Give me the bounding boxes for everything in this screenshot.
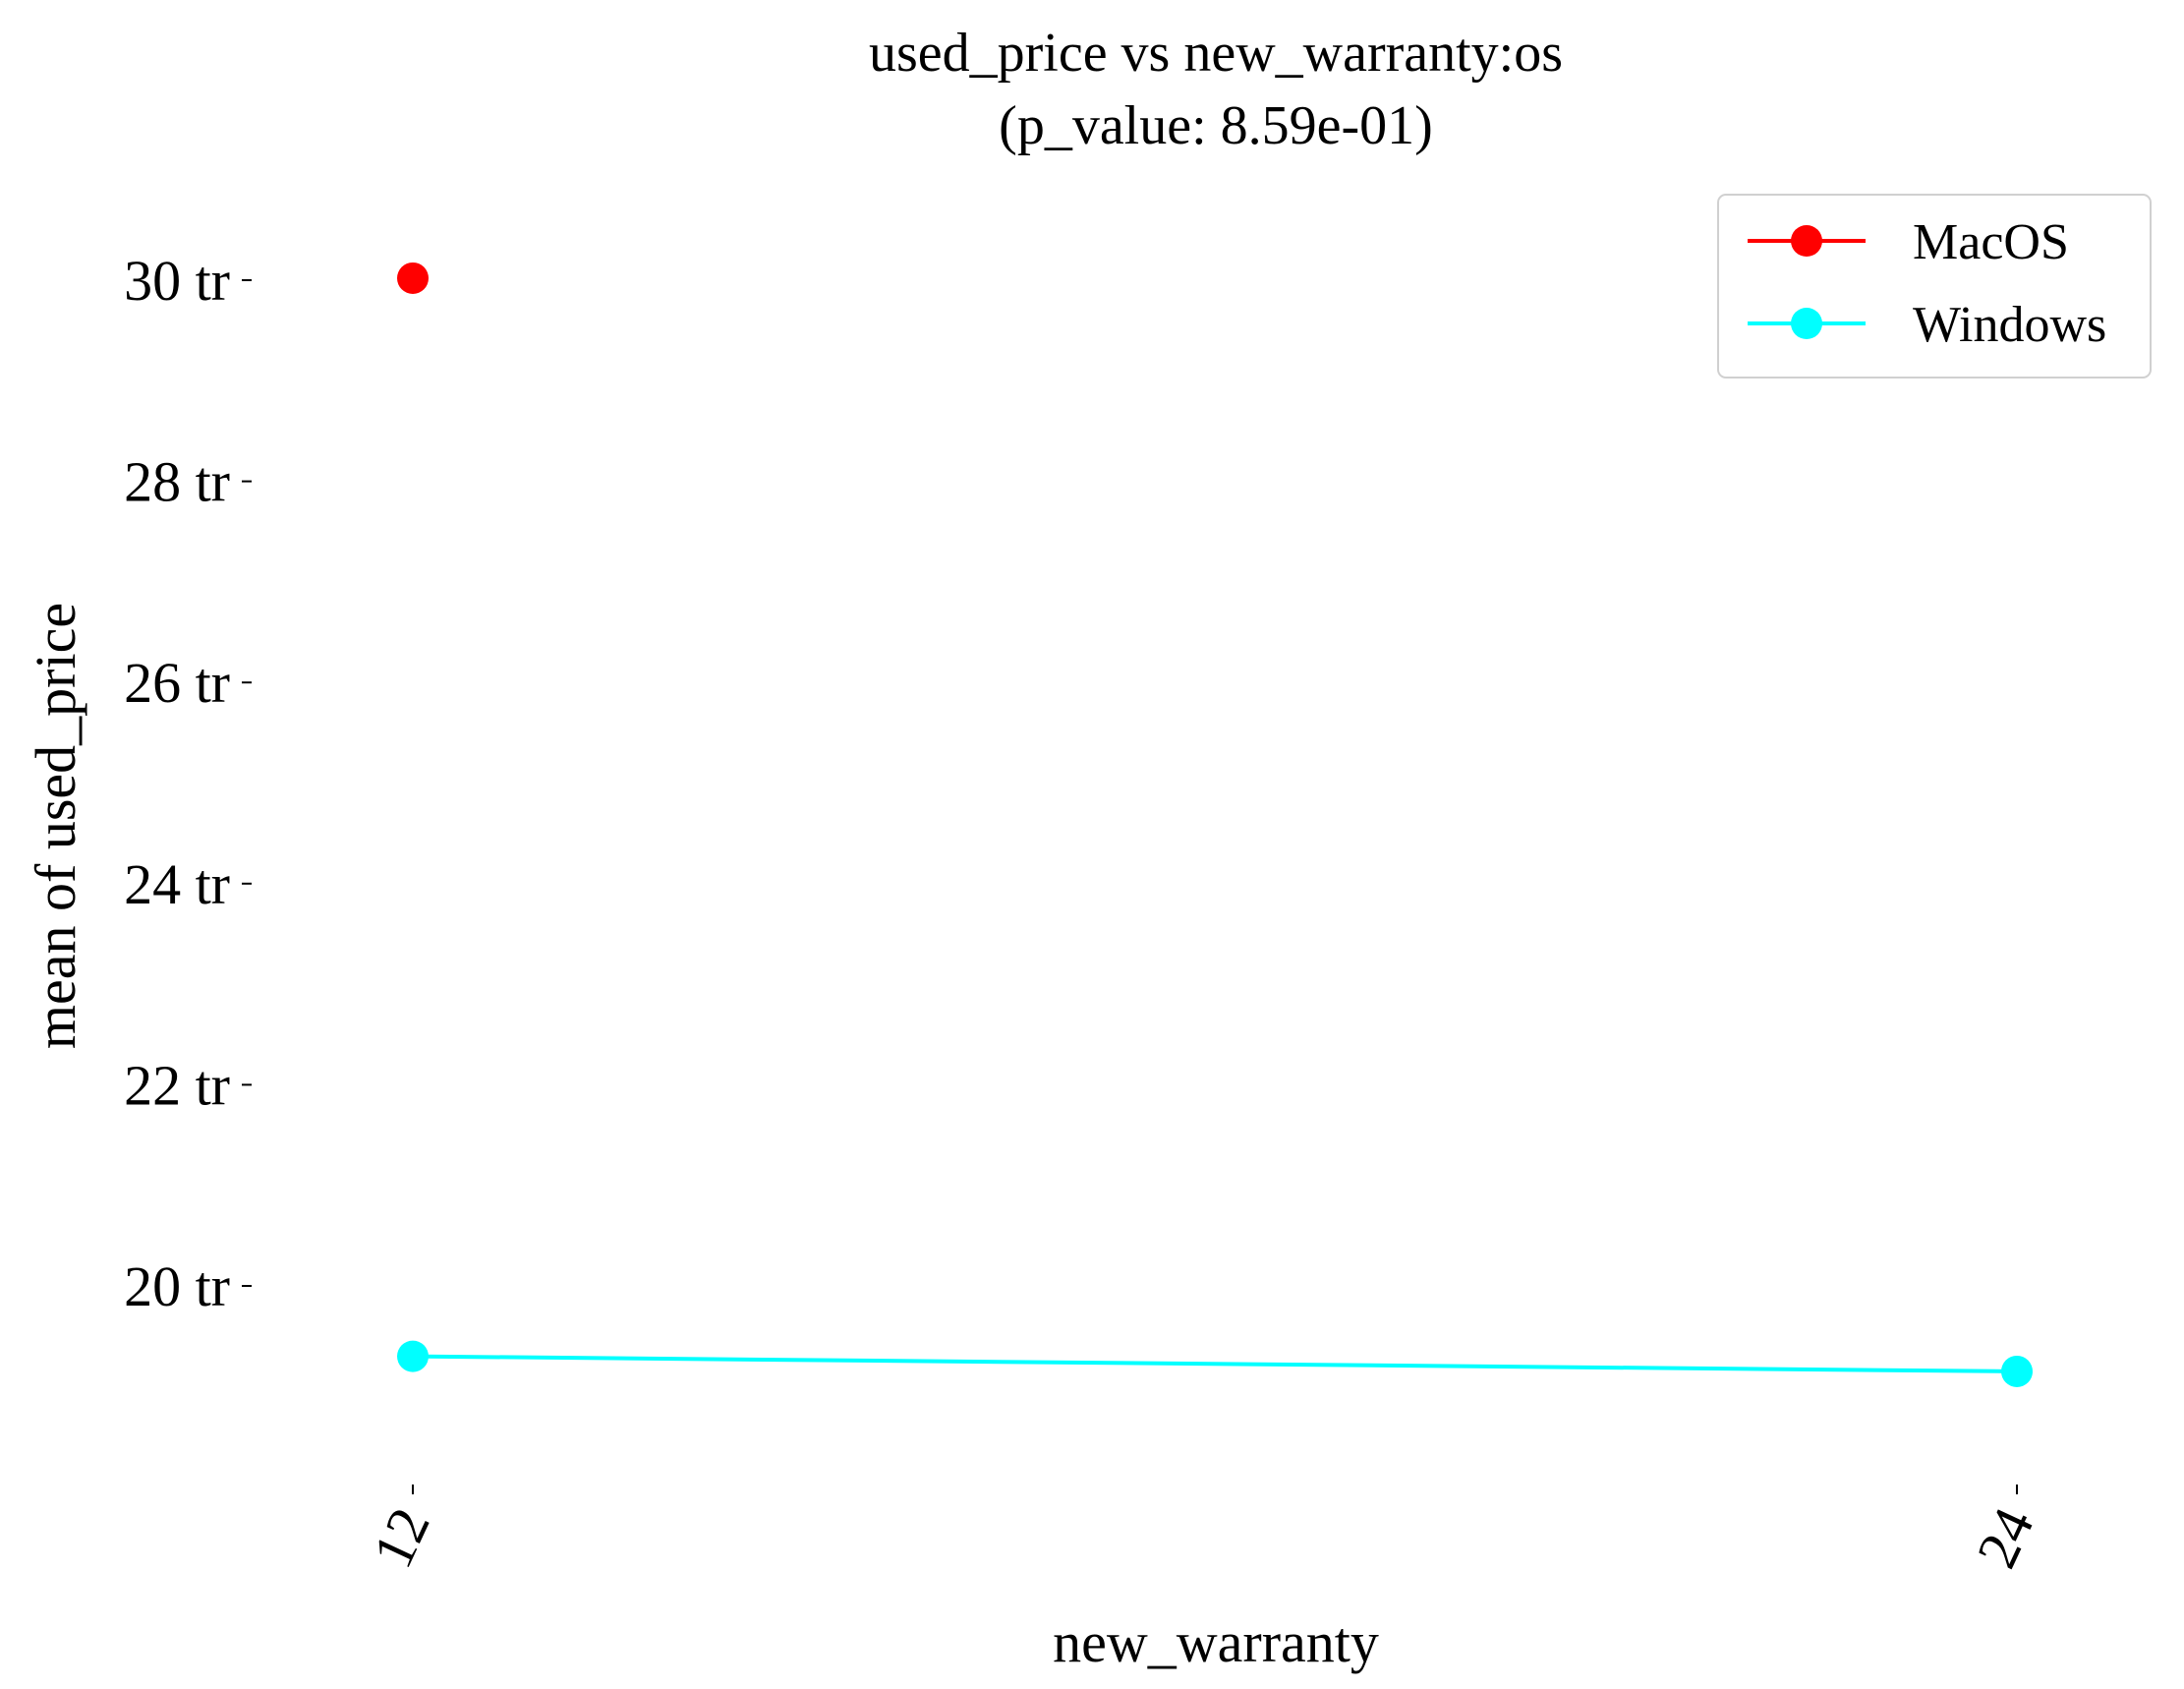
legend-label-windows: Windows <box>1913 297 2106 353</box>
data-point-macos-12 <box>397 262 429 294</box>
legend-label-macos: MacOS <box>1913 214 2069 270</box>
y-tick-label: 28 tr <box>124 450 230 514</box>
legend-marker-macos <box>1791 225 1822 257</box>
x-tick-label: 12 <box>360 1498 441 1577</box>
y-axis-ticks: 20 tr 22 tr 24 tr 26 tr 28 tr 30 tr <box>124 249 252 1318</box>
x-tick-label: 24 <box>1964 1498 2045 1577</box>
legend: MacOS Windows <box>1717 194 2152 379</box>
x-axis-ticks: 12 24 <box>360 1485 2046 1577</box>
y-tick-label: 20 tr <box>124 1254 230 1318</box>
legend-marker-windows <box>1791 308 1822 339</box>
series-layer <box>397 262 2033 1387</box>
chart-title-line-2: (p_value: 8.59e-01) <box>999 95 1433 156</box>
y-axis-label: mean of used_price <box>24 603 87 1049</box>
chart-title-line-1: used_price vs new_warranty:os <box>869 23 1563 84</box>
data-point-windows-24 <box>2001 1355 2033 1387</box>
series-line-windows <box>412 1354 2018 1373</box>
data-point-windows-12 <box>397 1340 429 1372</box>
y-tick-label: 26 tr <box>124 651 230 715</box>
y-tick-label: 24 tr <box>124 852 230 916</box>
y-tick-label: 30 tr <box>124 249 230 313</box>
x-axis-label: new_warranty <box>1053 1610 1379 1674</box>
y-tick-label: 22 tr <box>124 1053 230 1117</box>
